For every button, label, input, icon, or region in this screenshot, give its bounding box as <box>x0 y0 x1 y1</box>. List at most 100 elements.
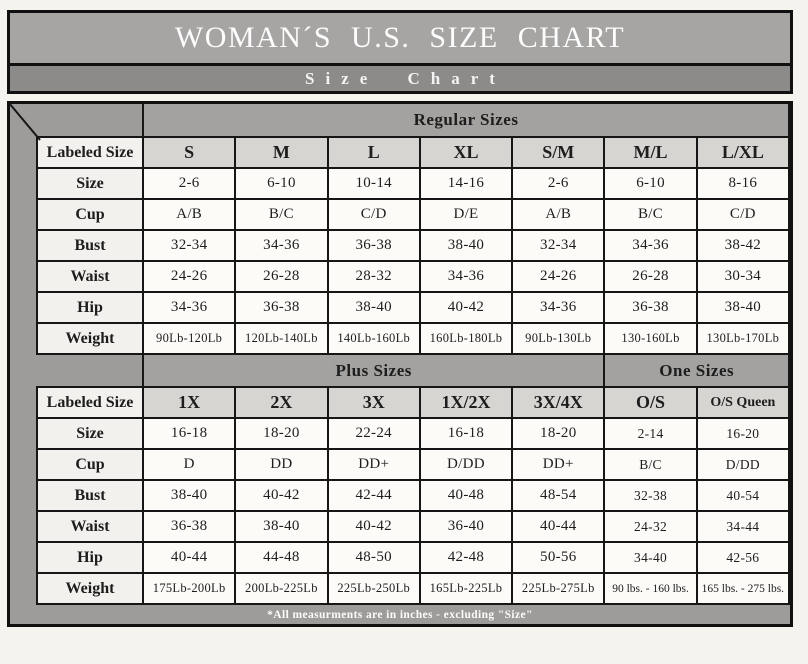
size-cell: 16-18 <box>141 417 237 450</box>
size-cell: 38-40 <box>326 291 421 324</box>
table-row: Cup D DD DD+ D/DD DD+ B/C D/DD <box>36 448 791 481</box>
size-cell: 8-16 <box>695 167 791 200</box>
corner-cell <box>37 104 144 138</box>
size-cell: C/D <box>326 198 421 231</box>
size-cell: 40-54 <box>695 479 791 512</box>
row-label: Waist <box>36 260 144 293</box>
size-cell: 225Lb-275Lb <box>511 572 606 605</box>
size-cell: 18-20 <box>234 417 329 450</box>
table-row: Hip 34-36 36-38 38-40 40-42 34-36 36-38 38-40 <box>36 291 791 324</box>
size-cell: 2-6 <box>141 167 237 200</box>
size-cell: 34-40 <box>603 541 698 574</box>
size-cell: B/C <box>603 198 698 231</box>
table-row: Cup A/B B/C C/D D/E A/B B/C C/D <box>36 198 791 231</box>
size-cell: D <box>141 448 237 481</box>
size-cell: 24-32 <box>603 510 698 543</box>
column-header: 3X/4X <box>511 386 606 419</box>
size-cell: 16-20 <box>695 417 791 450</box>
size-cell: 26-28 <box>603 260 698 293</box>
size-cell: 10-14 <box>326 167 421 200</box>
column-header-row: Labeled Size S M L XL S/M M/L L/XL <box>36 136 791 169</box>
row-label: Size <box>36 167 144 200</box>
column-header: L/XL <box>695 136 791 169</box>
column-header: S/M <box>511 136 606 169</box>
subtitle-band: Size Chart <box>10 63 790 91</box>
row-label: Cup <box>36 198 144 231</box>
size-cell: 28-32 <box>326 260 421 293</box>
table-row: Weight 90Lb-120Lb 120Lb-140Lb 140Lb-160Lb 16… <box>36 322 791 355</box>
size-cell: 40-44 <box>511 510 606 543</box>
size-cell: 160Lb-180Lb <box>418 322 514 355</box>
table-row: Waist 36-38 38-40 40-42 36-40 40-44 24-32 34-44 <box>36 510 791 543</box>
size-cell: 34-44 <box>695 510 791 543</box>
row-label: Bust <box>36 479 144 512</box>
size-cell: 36-38 <box>234 291 329 324</box>
size-cell: D/DD <box>695 448 791 481</box>
size-cell: 36-38 <box>326 229 421 262</box>
column-header: 2X <box>234 386 329 419</box>
table-row: Bust 32-34 34-36 36-38 38-40 32-34 34-36 38-42 <box>36 229 791 262</box>
size-cell: 26-28 <box>234 260 329 293</box>
column-header: L <box>326 136 421 169</box>
size-cell: D/E <box>418 198 514 231</box>
row-label: Hip <box>36 291 144 324</box>
chart-header: WOMAN´S U.S. SIZE CHART Size Chart <box>7 10 793 94</box>
size-cell: 34-36 <box>234 229 329 262</box>
column-header-row: Labeled Size 1X 2X 3X 1X/2X 3X/4X O/S O/S Queen <box>36 386 791 419</box>
section-band-label: Regular Sizes <box>142 104 790 138</box>
size-chart-sheet: Regular Sizes Labeled Size S M L XL S/M M/L L/XL… <box>7 101 793 627</box>
size-cell: 34-36 <box>511 291 606 324</box>
row-label: Waist <box>36 510 144 543</box>
size-cell: 44-48 <box>234 541 329 574</box>
row-label: Hip <box>36 541 144 574</box>
size-cell: 38-40 <box>695 291 791 324</box>
size-cell: 2-14 <box>603 417 698 450</box>
size-cell: 175Lb-200Lb <box>141 572 237 605</box>
size-cell: 130-160Lb <box>603 322 698 355</box>
size-cell: C/D <box>695 198 791 231</box>
labeled-size-header: Labeled Size <box>36 386 144 419</box>
size-cell: 36-40 <box>418 510 514 543</box>
size-cell: 48-50 <box>326 541 421 574</box>
size-cell: 48-54 <box>511 479 606 512</box>
column-header: M/L <box>603 136 698 169</box>
size-cell: A/B <box>511 198 606 231</box>
size-cell: 225Lb-250Lb <box>326 572 421 605</box>
size-cell: 22-24 <box>326 417 421 450</box>
size-cell: 90Lb-120Lb <box>141 322 237 355</box>
size-cell: 90 lbs. - 160 lbs. <box>603 572 698 605</box>
table-row: Waist 24-26 26-28 28-32 34-36 24-26 26-28 30-34 <box>36 260 791 293</box>
size-cell: 38-40 <box>234 510 329 543</box>
column-header: 3X <box>326 386 421 419</box>
table-row: Bust 38-40 40-42 42-44 40-48 48-54 32-38 40-54 <box>36 479 791 512</box>
size-cell: 6-10 <box>603 167 698 200</box>
size-cell: B/C <box>603 448 698 481</box>
table-row: Size 16-18 18-20 22-24 16-18 18-20 2-14 16-20 <box>36 417 791 450</box>
row-label: Weight <box>36 572 144 605</box>
size-cell: 40-48 <box>418 479 514 512</box>
column-header: XL <box>418 136 514 169</box>
column-header: O/S Queen <box>695 386 791 419</box>
size-cell: 42-44 <box>326 479 421 512</box>
size-cell: 30-34 <box>695 260 791 293</box>
column-header: 1X <box>141 386 237 419</box>
column-header: 1X/2X <box>418 386 514 419</box>
page-subtitle: Size Chart <box>305 68 506 88</box>
labeled-size-header: Labeled Size <box>36 136 144 169</box>
size-cell: A/B <box>141 198 237 231</box>
section-band-row: Plus Sizes One Sizes <box>37 353 790 388</box>
size-cell: 2-6 <box>511 167 606 200</box>
size-cell: 165Lb-225Lb <box>418 572 514 605</box>
size-cell: DD <box>234 448 329 481</box>
section-band-row: Regular Sizes <box>37 104 790 138</box>
column-header: M <box>234 136 329 169</box>
section-band-label: Plus Sizes <box>141 353 606 388</box>
size-cell: 34-36 <box>603 229 698 262</box>
size-cell: 18-20 <box>511 417 606 450</box>
size-cell: 14-16 <box>418 167 514 200</box>
size-cell: B/C <box>234 198 329 231</box>
size-cell: 200Lb-225Lb <box>234 572 329 605</box>
size-cell: 165 lbs. - 275 lbs. <box>695 572 791 605</box>
size-cell: 36-38 <box>141 510 237 543</box>
column-header: S <box>141 136 237 169</box>
